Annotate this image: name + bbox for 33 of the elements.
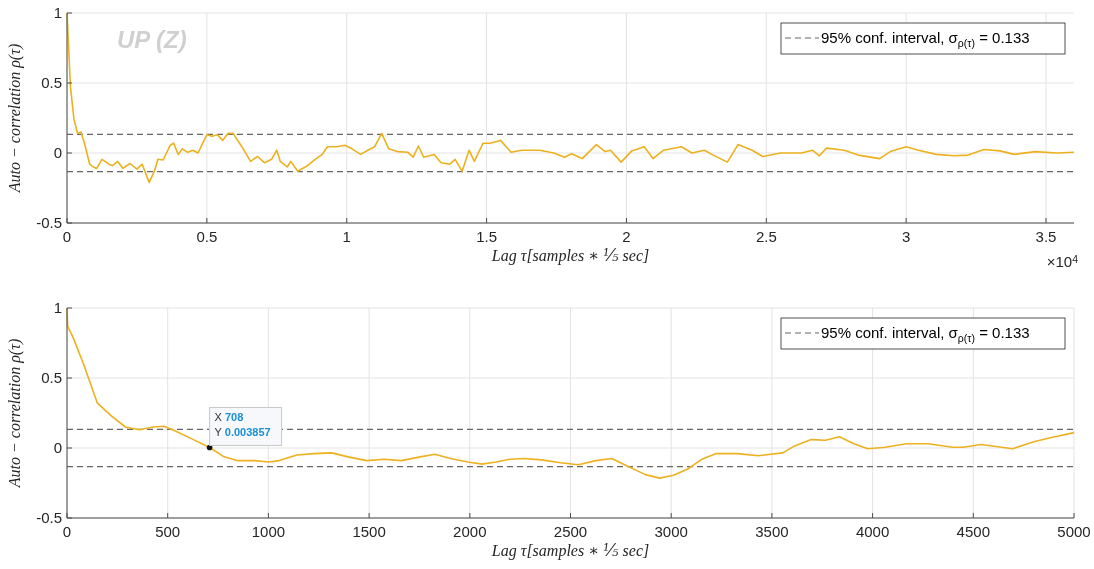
y-tick-label: 1: [53, 4, 62, 21]
x-tick-label: 1000: [251, 523, 286, 540]
y-tick-label: 0: [53, 144, 62, 161]
y-tick-label: -0.5: [36, 509, 62, 526]
y-axis-title: Auto − correlation ρ(τ): [6, 338, 24, 489]
y-axis-title: Auto − correlation ρ(τ): [6, 43, 24, 194]
x-tick-label: 3.5: [1035, 228, 1057, 245]
y-tick-label: 0: [53, 439, 62, 456]
x-tick-label: 3000: [654, 523, 688, 540]
x-tick-label: 3: [901, 228, 911, 245]
legend-label: 95% conf. interval, σ$_{ρ(τ)}$ = 0.133: [821, 29, 1030, 49]
x-tick-label: 1.5: [476, 228, 498, 245]
x-tick-label: 0.5: [196, 228, 218, 245]
x-tick-label: 4500: [956, 523, 990, 540]
x-axis-title: Lag τ[samples ∗ ⅕ sec]: [490, 542, 650, 560]
x-tick-label: 1500: [352, 523, 386, 540]
x-tick-label: 5000: [1057, 523, 1091, 540]
x-tick-label: 4000: [855, 523, 890, 540]
y-tick-label: 0.5: [41, 74, 62, 91]
x-tick-label: 3500: [755, 523, 789, 540]
x-tick-label: 1: [342, 228, 351, 245]
legend-label: 95% conf. interval, σ$_{ρ(τ)}$ = 0.133: [821, 324, 1030, 344]
y-tick-label: 1: [53, 299, 62, 316]
x-tick-label: 2000: [453, 523, 487, 540]
y-tick-label: 0.5: [41, 369, 62, 386]
x-tick-label: 2: [622, 228, 631, 245]
annotation: X 708 Y 0.003857: [214, 411, 271, 439]
x-tick-label: 2.5: [755, 228, 777, 245]
y-tick-label: -0.5: [36, 214, 62, 231]
x-tick-label: 2500: [553, 523, 588, 540]
text: ×10$^{4}$: [1046, 252, 1079, 270]
x-axis-title: Lag τ[samples ∗ ⅕ sec]: [490, 247, 650, 265]
x-tick-label: 500: [155, 523, 181, 540]
